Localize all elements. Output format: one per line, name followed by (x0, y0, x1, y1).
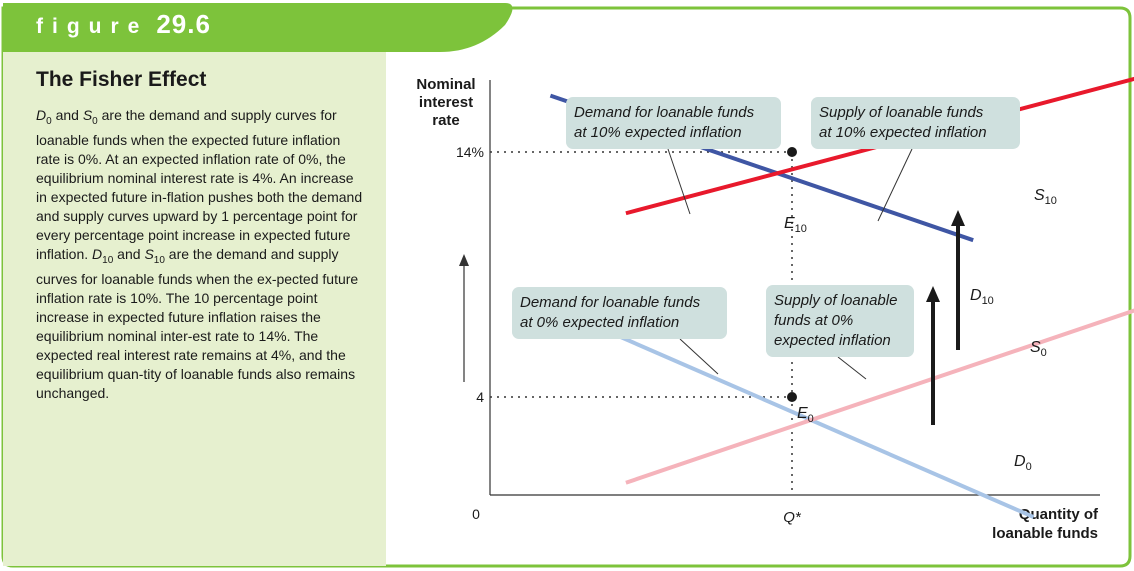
callout-box-supply10 (811, 97, 1020, 149)
curve-label-S10: S10 (1034, 187, 1057, 207)
caption-symbol: S0 (82, 107, 98, 127)
curve-S0 (625, 308, 1134, 485)
y-axis-label-line: Nominal (416, 76, 475, 93)
equilibrium-label-E10: E10 (784, 215, 807, 235)
y-axis-label-line: rate (432, 112, 460, 129)
figure-title: The Fisher Effect (36, 68, 207, 91)
caption-panel (3, 52, 386, 566)
equilibrium-point-E0 (787, 392, 797, 402)
figure-label-word: figure (36, 15, 149, 38)
curve-label-S0: S0 (1030, 339, 1047, 359)
y-tick-label: 4 (476, 389, 484, 405)
callout-box-supply0 (766, 285, 914, 357)
callout-text-supply0: Supply of loanable (774, 292, 897, 309)
callout-text-demand10: Demand for loanable funds (574, 104, 755, 121)
callout-text-supply0: funds at 0% (774, 312, 853, 329)
caption-symbol: S10 (144, 245, 165, 266)
callout-leader-supply0 (837, 356, 867, 380)
shift-arrow-head (926, 286, 940, 302)
callout-text-demand0: at 0% expected inflation (520, 314, 679, 331)
callout-leader-demand0 (679, 338, 719, 375)
callout-text-supply0: expected inflation (774, 332, 891, 349)
callout-box-demand10 (566, 97, 781, 149)
figure-label: figure 29.6 (36, 9, 211, 40)
x-tick-label: Q* (783, 509, 802, 526)
caption-paragraph: D0 and S0 are the demand and supply curv… (36, 107, 363, 401)
callout-leader-supply10 (877, 148, 913, 222)
caption-symbol: D10 (92, 245, 114, 266)
curve-label-D0: D0 (1014, 453, 1032, 473)
y-axis-label-line: interest (419, 94, 473, 111)
curve-label-D10: D10 (970, 287, 994, 307)
callout-leader-demand10 (667, 148, 691, 215)
shift-arrow-head (951, 210, 965, 226)
equilibrium-point-E10 (787, 147, 797, 157)
callout-text-demand10: at 10% expected inflation (574, 124, 742, 141)
rise-arrow-head (459, 254, 469, 266)
caption-symbol: D0 (36, 107, 52, 127)
y-tick-label: 14% (456, 144, 484, 160)
figure-label-tab (3, 3, 513, 52)
callout-text-supply10: Supply of loanable funds (819, 104, 984, 121)
origin-label: 0 (472, 506, 480, 522)
caption-text: D0 and S0 are the demand and supply curv… (36, 106, 366, 403)
x-axis-label-line: Quantity of (1019, 506, 1099, 523)
callout-text-demand0: Demand for loanable funds (520, 294, 701, 311)
callout-text-supply10: at 10% expected inflation (819, 124, 987, 141)
callout-box-demand0 (512, 287, 727, 339)
x-axis-label-line: loanable funds (992, 525, 1098, 542)
figure-label-number: 29.6 (156, 9, 211, 39)
equilibrium-label-E0: E0 (797, 405, 814, 425)
